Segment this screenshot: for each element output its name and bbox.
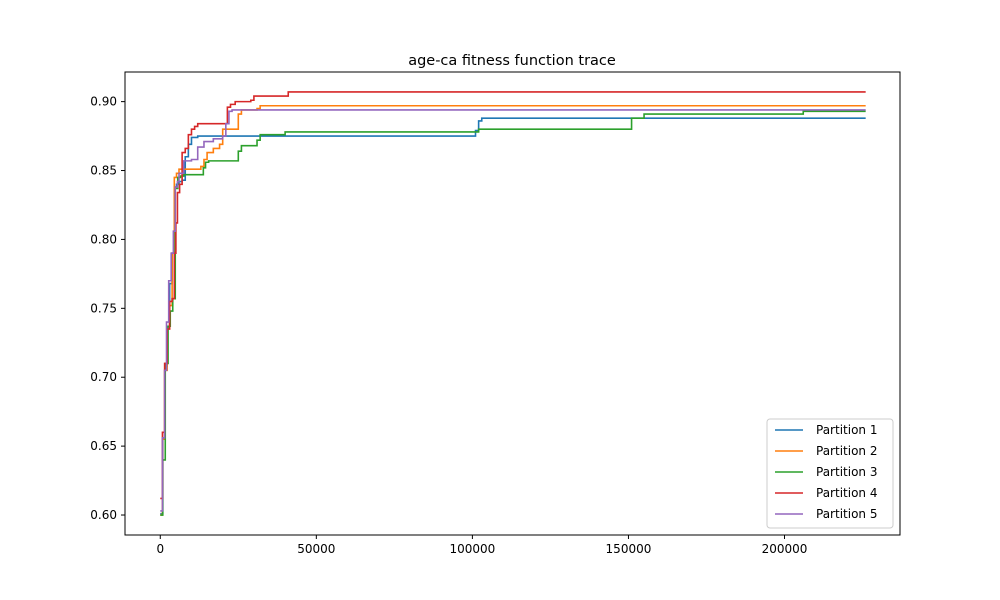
legend-label-partition-4: Partition 4: [816, 486, 877, 500]
legend: Partition 1 Partition 2 Partition 3 Partiti…: [766, 418, 894, 529]
y-tick-label: 0.75: [90, 301, 117, 315]
x-tick-label: 100000: [449, 542, 495, 556]
series-line-partition-5: [160, 109, 866, 512]
chart-title: age-ca fitness function trace: [408, 53, 616, 69]
legend-label-partition-2: Partition 2: [816, 444, 877, 458]
legend-box: [766, 418, 894, 529]
plot-area: [160, 91, 866, 516]
y-tick-label: 0.60: [90, 508, 117, 522]
x-axis: 0 50000 100000 150000 200000: [156, 535, 807, 556]
series-line-partition-3: [160, 110, 866, 516]
legend-label-partition-5: Partition 5: [816, 507, 877, 521]
y-tick-label: 0.65: [90, 439, 117, 453]
x-tick-label: 50000: [297, 542, 335, 556]
y-axis: 0.60 0.65 0.70 0.75 0.80 0.85 0.90: [90, 95, 125, 522]
y-tick-label: 0.70: [90, 370, 117, 384]
x-tick-label: 200000: [762, 542, 808, 556]
legend-label-partition-1: Partition 1: [816, 423, 877, 437]
y-tick-label: 0.85: [90, 164, 117, 178]
x-tick-label: 0: [156, 542, 164, 556]
axes-frame: [124, 71, 901, 536]
series-line-partition-4: [160, 91, 866, 500]
x-tick-label: 150000: [606, 542, 652, 556]
y-tick-label: 0.90: [90, 95, 117, 109]
y-tick-label: 0.80: [90, 232, 117, 246]
legend-label-partition-3: Partition 3: [816, 465, 877, 479]
